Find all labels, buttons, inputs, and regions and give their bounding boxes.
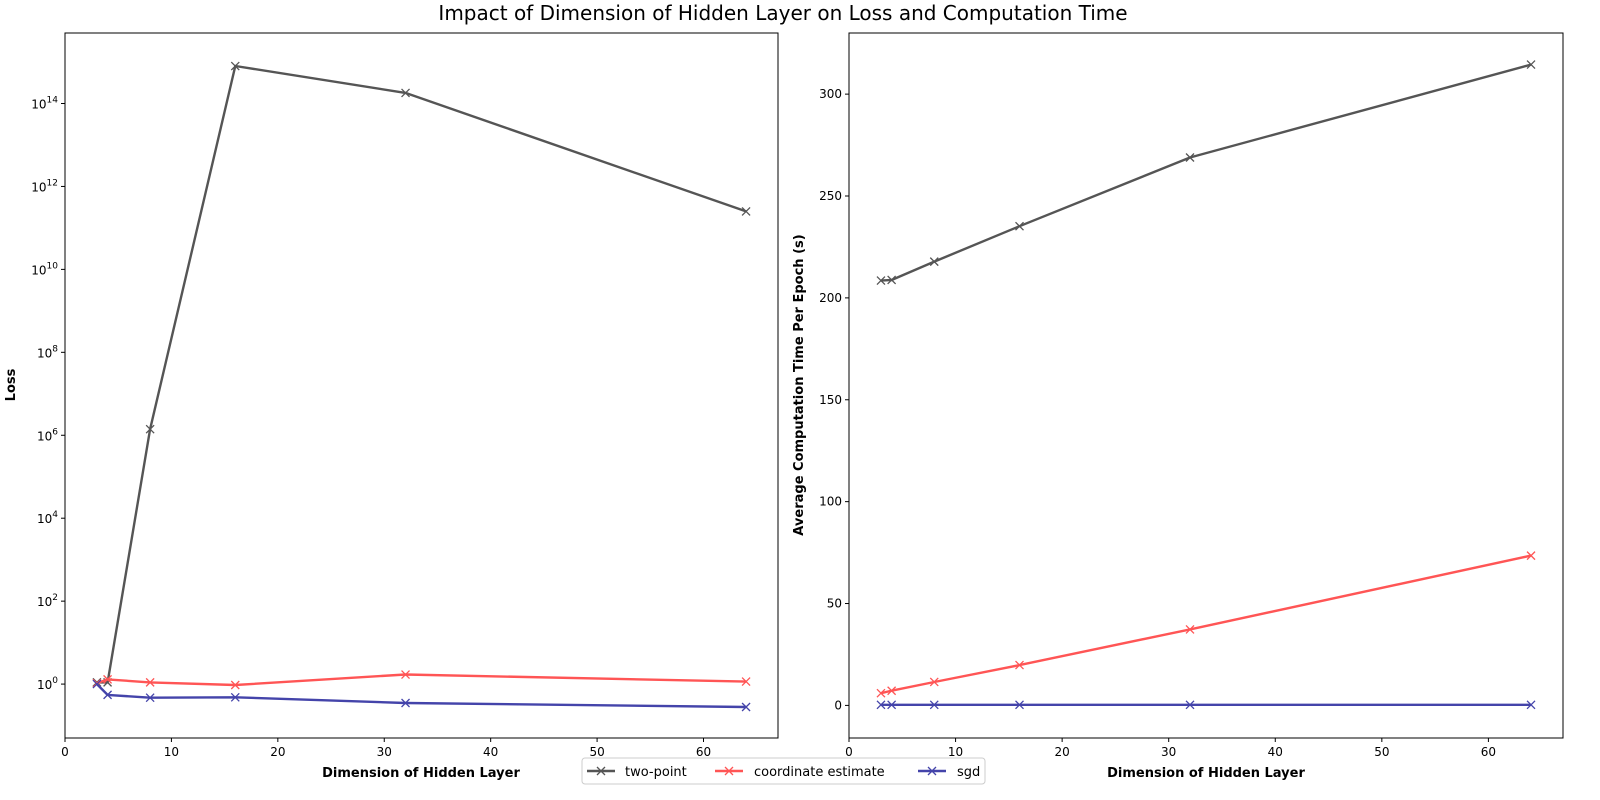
loss-data-point-two-point	[741, 206, 751, 216]
time-x-tick-label: 30	[1161, 745, 1176, 759]
loss-x-tick-label: 10	[164, 745, 179, 759]
time-y-tick-label: 100	[819, 495, 842, 509]
time-y-tick-label: 50	[827, 597, 842, 611]
loss-series-line-two-point	[96, 64, 747, 684]
time-y-ticks: 0 50 100 150 200 250 300	[819, 87, 849, 712]
time-y-tick-label: 150	[819, 393, 842, 407]
loss-y-tick-label: 100	[37, 676, 58, 692]
time-x-tick-label: 50	[1374, 745, 1389, 759]
time-y-tick-label: 200	[819, 291, 842, 305]
time-data-point-sgd	[1526, 700, 1536, 710]
time-x-axis-label: Dimension of Hidden Layer	[1107, 766, 1305, 781]
loss-series	[92, 61, 751, 712]
legend-frame	[581, 757, 986, 785]
loss-x-axis-label: Dimension of Hidden Layer	[322, 766, 520, 781]
time-data-point-coordinate-estimate	[876, 688, 886, 698]
chart-title: Impact of Dimension of Hidden Layer on L…	[438, 1, 1127, 25]
loss-y-axis-label: Loss	[4, 368, 19, 401]
time-plot-frame	[848, 32, 1564, 739]
loss-data-point-sgd	[103, 690, 113, 700]
loss-y-tick-label: 1010	[31, 261, 58, 277]
time-data-point-coordinate-estimate	[887, 686, 897, 696]
legend-item-coordinate-estimate: coordinate estimate	[715, 765, 885, 780]
time-data-point-coordinate-estimate	[929, 677, 939, 687]
loss-x-tick-label: 0	[61, 745, 69, 759]
time-data-point-two-point	[887, 275, 897, 285]
time-data-point-sgd	[929, 700, 939, 710]
legend-marker-coordinate-estimate	[724, 766, 734, 776]
time-data-point-sgd	[1185, 700, 1195, 710]
loss-plot-frame	[64, 32, 779, 739]
time-y-tick-label: 300	[819, 87, 842, 101]
legend-label-coordinate-estimate: coordinate estimate	[754, 765, 885, 780]
loss-data-point-sgd	[741, 702, 751, 712]
loss-data-point-sgd	[230, 692, 240, 702]
time-x-tick-label: 0	[845, 745, 853, 759]
loss-data-point-coordinate-estimate	[103, 674, 113, 684]
legend-marker-sgd	[927, 766, 937, 776]
time-data-point-two-point	[1526, 60, 1536, 70]
legend: two-point coordinate estimate sgd	[581, 757, 986, 785]
loss-chart: 0 10 20 30 40 50 60 100 102 104 106 108 1010 1012 101…	[4, 32, 779, 781]
loss-y-tick-label: 1012	[31, 178, 58, 194]
loss-x-tick-label: 60	[696, 745, 711, 759]
loss-x-tick-label: 20	[270, 745, 285, 759]
time-y-tick-label: 0	[834, 698, 842, 712]
loss-series-line-coordinate-estimate	[96, 673, 747, 687]
time-series	[876, 60, 1536, 710]
loss-data-point-two-point	[145, 424, 155, 434]
loss-data-point-two-point	[401, 88, 410, 98]
time-data-point-two-point	[1185, 153, 1195, 162]
time-chart: 0 10 20 30 40 50 60 0 50 100 150 200 250 300 Dimensi…	[792, 32, 1564, 781]
legend-marker-two-point	[596, 766, 606, 776]
legend-label-sgd: sgd	[957, 765, 980, 780]
time-data-point-two-point	[876, 276, 886, 286]
legend-label-two-point: two-point	[625, 765, 687, 780]
time-data-point-sgd	[876, 700, 886, 710]
legend-item-sgd: sgd	[918, 765, 980, 780]
time-data-point-sgd	[1015, 700, 1024, 710]
legend-item-two-point: two-point	[587, 765, 687, 780]
loss-y-tick-label: 102	[37, 593, 58, 609]
loss-y-tick-label: 1014	[31, 96, 58, 112]
loss-data-point-sgd	[401, 698, 410, 708]
loss-data-point-sgd	[145, 693, 155, 703]
loss-y-tick-label: 104	[37, 510, 58, 526]
loss-data-point-coordinate-estimate	[401, 670, 410, 679]
time-data-point-coordinate-estimate	[1015, 660, 1024, 670]
time-x-tick-label: 60	[1481, 745, 1496, 759]
time-data-point-coordinate-estimate	[1185, 624, 1195, 634]
loss-data-point-two-point	[230, 61, 240, 71]
loss-x-tick-label: 30	[377, 745, 392, 759]
time-data-point-two-point	[1015, 221, 1024, 231]
loss-y-ticks: 100 102 104 106 108 1010 1012 1014	[31, 96, 65, 692]
loss-data-point-coordinate-estimate	[741, 677, 751, 687]
time-data-point-two-point	[929, 257, 939, 267]
time-data-point-coordinate-estimate	[1526, 551, 1536, 561]
time-data-point-sgd	[887, 700, 897, 710]
time-series-line-two-point	[880, 63, 1532, 282]
loss-y-tick-label: 108	[37, 344, 58, 360]
time-x-tick-label: 10	[948, 745, 963, 759]
time-series-line-coordinate-estimate	[880, 554, 1532, 695]
time-x-ticks: 0 10 20 30 40 50 60	[845, 738, 1496, 759]
loss-x-ticks: 0 10 20 30 40 50 60	[61, 738, 711, 759]
loss-y-tick-label: 106	[37, 427, 58, 443]
loss-data-point-sgd	[92, 679, 102, 689]
loss-x-tick-label: 40	[483, 745, 498, 759]
loss-series-line-sgd	[96, 683, 747, 709]
time-x-tick-label: 40	[1268, 745, 1283, 759]
loss-data-point-coordinate-estimate	[230, 680, 240, 690]
time-y-tick-label: 250	[819, 189, 842, 203]
time-x-tick-label: 20	[1054, 745, 1069, 759]
loss-data-point-coordinate-estimate	[145, 677, 155, 687]
time-y-axis-label: Average Computation Time Per Epoch (s)	[792, 234, 807, 535]
loss-x-tick-label: 50	[589, 745, 604, 759]
